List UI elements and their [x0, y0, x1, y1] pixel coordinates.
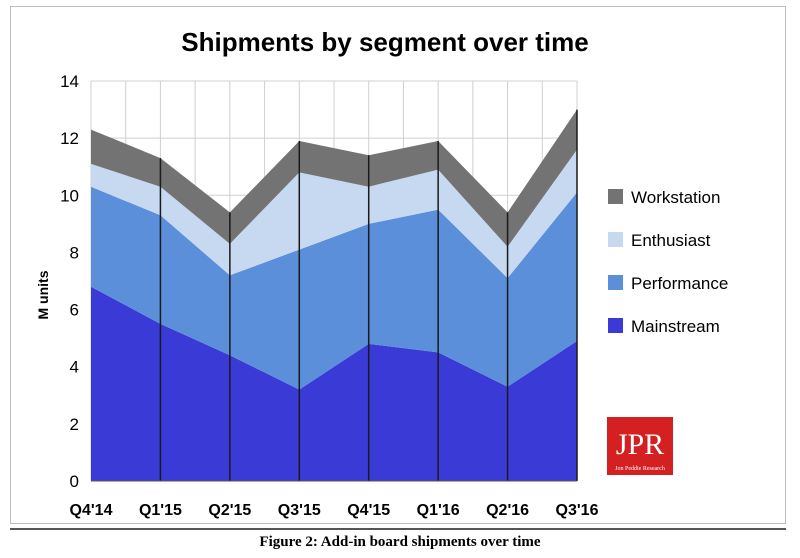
y-tick-label: 0: [70, 472, 79, 491]
area-mainstream: [91, 286, 577, 481]
legend-swatch-workstation: [608, 189, 623, 204]
legend: Workstation Enthusiast Performance Mainstre…: [608, 188, 728, 336]
figure-caption: Figure 2: Add-in board shipments over ti…: [259, 534, 541, 550]
legend-label-performance: Performance: [631, 274, 728, 293]
area-performance: [91, 186, 577, 390]
y-tick-label: 10: [60, 186, 79, 205]
x-tick-labels: Q4'14 Q1'15 Q2'15 Q3'15 Q4'15 Q1'16 Q2'16 Q3'16: [70, 502, 599, 519]
chart-title: Shipments by segment over time: [181, 27, 588, 57]
y-axis-label: M units: [35, 270, 51, 319]
legend-label-workstation: Workstation: [631, 188, 720, 207]
logo-text: JPR: [616, 428, 664, 461]
area-workstation: [91, 109, 577, 247]
x-tick-label: Q2'16: [486, 502, 529, 519]
y-tick-label: 4: [70, 358, 79, 377]
x-tick-label: Q1'15: [139, 502, 182, 519]
x-tick-label: Q2'15: [208, 502, 251, 519]
legend-label-enthusiast: Enthusiast: [631, 231, 711, 250]
x-tick-label: Q4'14: [70, 502, 113, 519]
y-tick-label: 8: [70, 243, 79, 262]
y-tick-label: 14: [60, 72, 79, 91]
chart-frame: Shipments by segment over time M units 0…: [10, 6, 786, 524]
legend-swatch-mainstream: [608, 318, 623, 333]
x-tick-label: Q3'15: [278, 502, 321, 519]
y-tick-label: 6: [70, 301, 79, 320]
y-tick-label: 12: [60, 129, 79, 148]
period-lines: [91, 109, 578, 482]
x-tick-label: Q3'16: [556, 502, 599, 519]
x-tick-label: Q4'15: [347, 502, 390, 519]
legend-label-mainstream: Mainstream: [631, 317, 720, 336]
legend-swatch-enthusiast: [608, 232, 623, 247]
chart: Shipments by segment over time M units 0…: [35, 27, 728, 519]
y-tick-labels: 0 2 4 6 8 10 12 14: [60, 72, 79, 491]
logo-subtext: Jon Peddie Research: [615, 466, 665, 472]
x-tick-label: Q1'16: [417, 502, 460, 519]
caption-rule: [10, 528, 786, 530]
y-tick-label: 2: [70, 415, 79, 434]
legend-swatch-performance: [608, 275, 623, 290]
stacked-areas: [91, 109, 577, 481]
area-enthusiast: [91, 149, 577, 279]
jpr-logo: JPR Jon Peddie Research: [607, 417, 673, 475]
